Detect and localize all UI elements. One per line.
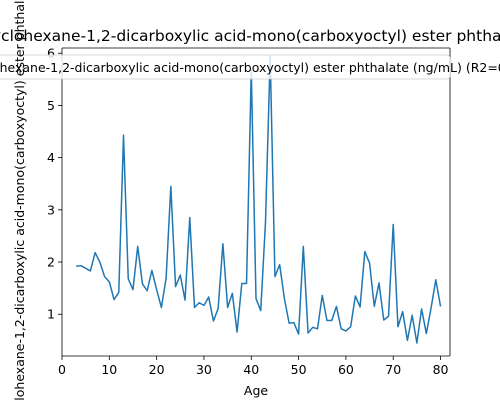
y-tick-label: 2 xyxy=(47,255,55,270)
x-tick-label: 80 xyxy=(433,362,449,377)
axes-frame xyxy=(61,47,451,357)
x-tick-label: 0 xyxy=(58,362,66,377)
x-tick-label: 60 xyxy=(338,362,354,377)
x-axis-label: Age xyxy=(244,383,268,398)
series-line xyxy=(76,55,442,344)
legend-box xyxy=(0,54,451,80)
y-tick-label: 6 xyxy=(47,46,55,61)
legend-entry-label: Cyclohexane-1,2-dicarboxylic acid-mono(c… xyxy=(0,60,500,75)
y-tick-label: 5 xyxy=(47,98,55,113)
y-tick-label: 4 xyxy=(47,150,55,165)
y-tick-label: 1 xyxy=(47,307,55,322)
x-tick-label: 50 xyxy=(291,362,307,377)
y-axis-ticks: 1 2 3 4 5 6 xyxy=(47,46,62,322)
y-axis-label: Cyclohexane-1,2-dicarboxylic acid-mono(c… xyxy=(12,0,27,400)
x-axis-ticks: 0 10 20 30 40 50 60 70 80 xyxy=(58,356,449,377)
legend: Cyclohexane-1,2-dicarboxylic acid-mono(c… xyxy=(0,54,500,80)
y-tick-label: 3 xyxy=(47,202,55,217)
x-tick-label: 30 xyxy=(196,362,212,377)
plot-area xyxy=(62,48,450,356)
x-tick-label: 40 xyxy=(243,362,259,377)
x-tick-label: 70 xyxy=(385,362,401,377)
x-tick-label: 20 xyxy=(149,362,165,377)
x-tick-label: 10 xyxy=(101,362,117,377)
chart-title: Cyclohexane-1,2-dicarboxylic acid-mono(c… xyxy=(0,27,500,45)
